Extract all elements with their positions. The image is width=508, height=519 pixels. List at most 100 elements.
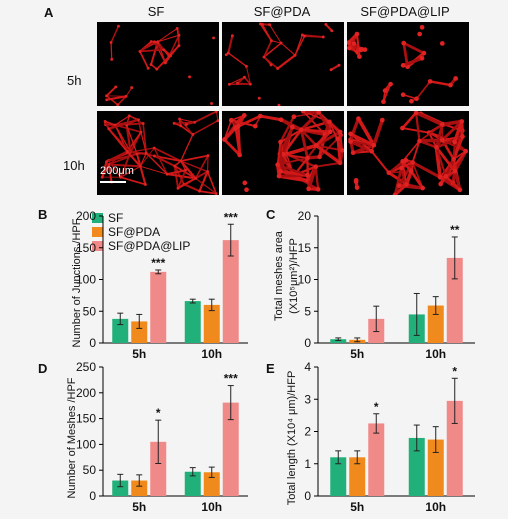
tube-segment <box>261 23 273 42</box>
cell-node <box>353 179 359 184</box>
cell-node <box>260 22 264 26</box>
cell-node <box>127 114 131 118</box>
tube-segment <box>139 165 168 175</box>
cell-node <box>315 186 321 192</box>
cell-node <box>278 169 283 174</box>
tube-segment <box>276 141 282 166</box>
tube-segment <box>435 146 447 178</box>
x-tick-label: 10h <box>425 347 446 361</box>
cell-node <box>400 125 405 131</box>
cell-node <box>257 96 261 100</box>
cell-node <box>241 113 247 118</box>
cell-node <box>103 120 107 123</box>
cell-node <box>351 41 357 46</box>
y-tick-label: 0 <box>89 336 96 350</box>
cell-node <box>193 120 197 124</box>
y-tick-label: 200 <box>76 209 96 223</box>
cell-node <box>400 63 406 68</box>
cell-node <box>278 139 283 145</box>
cell-node <box>347 40 351 45</box>
bar-sf-pda-lip-10h <box>222 402 239 496</box>
tube-segment <box>397 160 415 188</box>
scale-bar <box>100 181 126 183</box>
tube-segment <box>108 151 128 166</box>
chart-b-ylabel: Number of Junctions /HPF <box>71 218 83 348</box>
cell-node <box>227 82 231 86</box>
x-tick-label: 5h <box>350 347 364 361</box>
tube-segment <box>157 34 180 43</box>
bar-sf-10h <box>408 437 425 496</box>
tube-segment <box>125 87 133 97</box>
cell-node <box>109 41 113 44</box>
cell-node <box>194 176 198 180</box>
cell-node <box>401 40 407 46</box>
tube-segment <box>120 165 141 178</box>
y-tick-label: 20 <box>298 209 312 223</box>
cell-node <box>438 181 443 187</box>
tube-segment <box>195 177 217 195</box>
tube-segment <box>116 95 128 106</box>
cell-node <box>228 117 234 123</box>
cell-node <box>173 164 177 168</box>
cell-node <box>379 117 385 123</box>
cell-node <box>188 75 192 79</box>
tube-segment <box>139 50 149 70</box>
tube-segment <box>281 125 294 156</box>
chart-c-ylabel-units: (X10⁵μm²)/HFP <box>288 238 300 314</box>
cell-node <box>262 55 266 59</box>
cell-node <box>291 114 297 120</box>
bar-sf-pda-5h <box>131 480 148 496</box>
y-tick-label: 5 <box>304 304 311 318</box>
y-tick-label: 10 <box>298 273 312 287</box>
cell-node <box>175 26 179 30</box>
tube-segment <box>110 25 120 44</box>
panel-b-letter: B <box>38 207 48 222</box>
tube-segment <box>401 111 418 130</box>
tube-segment <box>280 42 296 56</box>
tube-segment <box>372 118 385 148</box>
cell-node <box>452 139 457 145</box>
bar-sf-5h <box>330 457 347 496</box>
legend-item-sf-pda: SF@PDA <box>92 225 190 239</box>
tube-segment <box>194 170 209 180</box>
tube-segment <box>276 163 309 177</box>
cell-node <box>105 98 109 102</box>
tube-segment <box>414 111 444 127</box>
tube-segment <box>440 119 464 142</box>
tube-segment <box>444 157 455 178</box>
tube-segment <box>299 128 332 134</box>
tube-segment <box>270 40 282 44</box>
tube-segment <box>179 118 196 123</box>
cell-node <box>156 40 160 44</box>
cell-node <box>116 103 120 106</box>
bar-sf-pda-lip-10h <box>222 240 239 343</box>
tube-segment <box>139 48 165 53</box>
cell-node <box>327 129 333 135</box>
significance-marker: ** <box>450 223 460 237</box>
tube-segment <box>314 130 332 148</box>
tube-segment <box>245 65 251 85</box>
tube-segment <box>107 163 113 183</box>
cell-node <box>427 79 433 84</box>
cell-node <box>278 117 284 123</box>
cell-node <box>119 175 123 179</box>
cell-node <box>268 23 272 27</box>
cell-node <box>230 34 234 38</box>
cell-node <box>269 63 273 67</box>
tube-segment <box>105 95 128 101</box>
cell-node <box>105 160 109 164</box>
cell-node <box>100 175 104 179</box>
tube-segment <box>294 35 306 56</box>
cell-node <box>105 94 109 98</box>
bar-sf-pda-lip-5h <box>368 423 385 496</box>
tube-segment <box>215 111 219 122</box>
bar-sf-10h <box>184 471 201 496</box>
tube-segment <box>236 114 262 128</box>
cell-node <box>139 130 143 134</box>
tube-segment <box>206 170 218 195</box>
cell-node <box>146 66 150 70</box>
y-tick-label: 150 <box>76 412 96 426</box>
